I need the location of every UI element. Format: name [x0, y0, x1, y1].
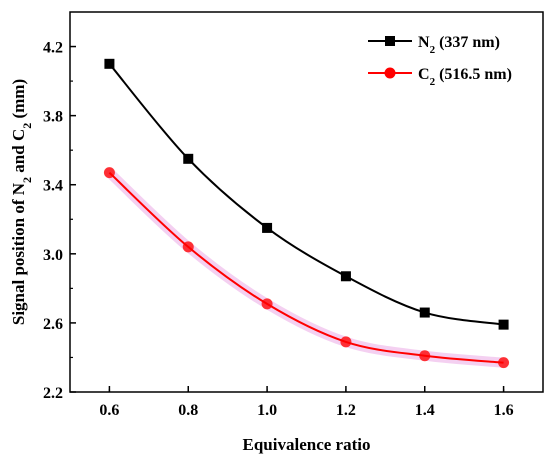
x-axis-title: Equivalence ratio	[243, 435, 371, 454]
legend-marker-circle	[384, 67, 396, 79]
data-point	[183, 153, 194, 164]
data-point	[340, 271, 351, 282]
markers	[103, 58, 510, 369]
y-tick-label: 4.2	[43, 40, 63, 57]
y-axis-title: Signal position of N2 and C2 (mm)	[9, 79, 34, 325]
legend-label-c2: C2 (516.5 nm)	[418, 66, 512, 88]
fit-curves	[104, 63, 509, 368]
series-line	[108, 63, 504, 326]
data-point	[104, 58, 115, 69]
legend-entry-c2: C2 (516.5 nm)	[368, 66, 512, 88]
x-tick-label: 1.4	[415, 402, 435, 419]
x-tick-label: 0.6	[99, 402, 119, 419]
data-point	[419, 307, 430, 318]
x-tick-label: 1.2	[336, 402, 356, 419]
data-point	[498, 319, 509, 330]
y-tick-label: 2.6	[43, 316, 63, 333]
y-tick-label: 2.2	[43, 385, 63, 402]
x-tick-label: 0.8	[178, 402, 198, 419]
c2-fit-band	[104, 167, 509, 368]
plot-frame	[69, 11, 544, 393]
legend-marker-square	[385, 36, 395, 46]
x-tick-label: 1.6	[494, 402, 514, 419]
y-tick-label: 3.8	[43, 109, 63, 126]
legend-label-n2: N2 (337 nm)	[418, 34, 500, 56]
data-point	[261, 298, 273, 310]
x-tick-label: 1.0	[257, 402, 277, 419]
data-point	[340, 336, 352, 348]
data-point	[262, 222, 273, 233]
data-point	[182, 241, 194, 253]
legend-entry-n2: N2 (337 nm)	[368, 34, 500, 56]
y-tick-label: 3.4	[43, 178, 63, 195]
y-tick-label: 3.0	[43, 247, 63, 264]
series-line	[108, 171, 504, 364]
data-point	[419, 350, 431, 362]
axis-ticks: 0.6 0.8 1.0 1.2 1.4 1.6 2.2 2.6 3.0 3.4 3.8 4.2	[43, 40, 514, 419]
data-point	[498, 357, 510, 369]
legend: N2 (337 nm) C2 (516.5 nm)	[368, 34, 512, 88]
data-point	[103, 167, 115, 179]
